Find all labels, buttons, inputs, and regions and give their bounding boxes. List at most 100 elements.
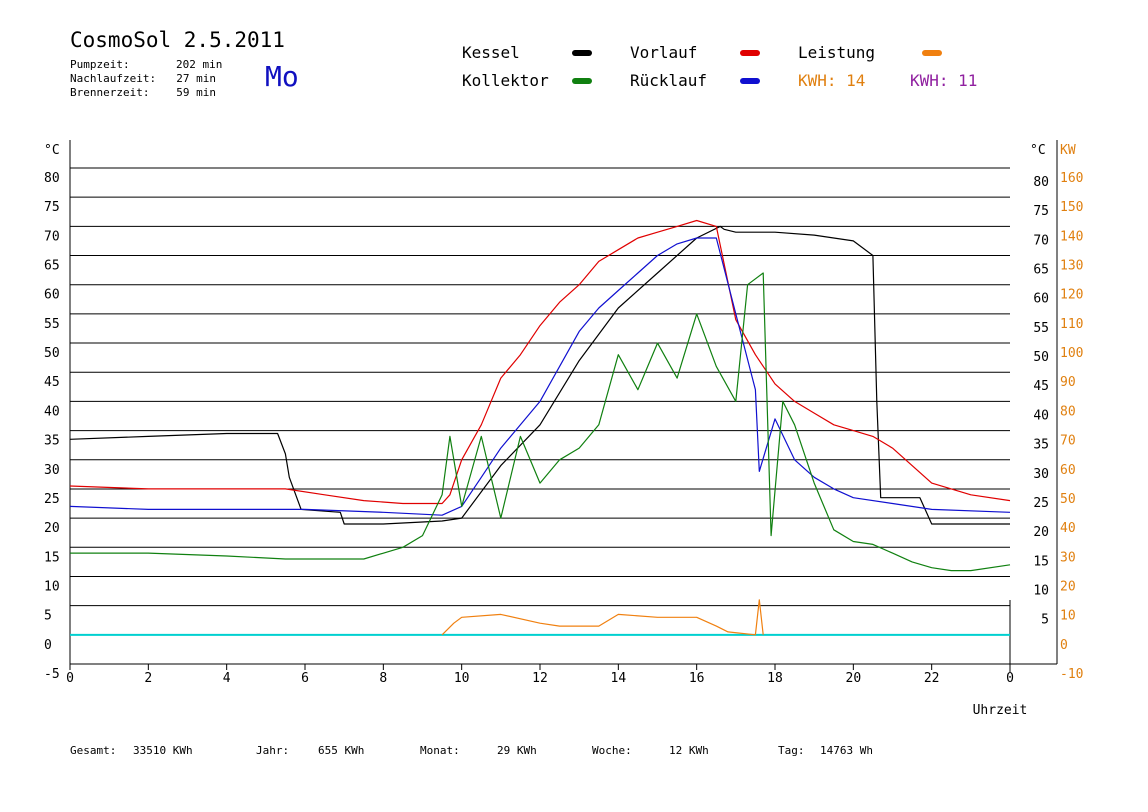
- y-tick-left: 25: [44, 492, 60, 507]
- x-tick-label: 12: [532, 671, 548, 686]
- legend-leistung-swatch: [922, 50, 942, 56]
- y-tick-right-c: 5: [1041, 613, 1049, 628]
- y-unit-right-c: °C: [1030, 143, 1046, 158]
- weekday-label: Mo: [265, 60, 299, 93]
- legend-kwh-purple: KWH: 11: [910, 71, 978, 90]
- y-tick-right-kw: 40: [1060, 521, 1076, 536]
- pumpzeit-value: 202 min: [176, 58, 223, 71]
- y-tick-left: 35: [44, 434, 60, 449]
- y-tick-right-c: 60: [1033, 292, 1049, 307]
- legend-ruecklauf-label: Rücklauf: [630, 71, 708, 90]
- legend-kollektor-label: Kollektor: [462, 71, 549, 90]
- y-tick-right-kw: 150: [1060, 200, 1083, 215]
- x-tick-label: 8: [379, 671, 387, 686]
- x-tick-label: 18: [767, 671, 783, 686]
- y-tick-right-kw: 110: [1060, 317, 1083, 332]
- y-tick-right-c: 55: [1033, 321, 1049, 336]
- y-tick-right-kw: -10: [1060, 667, 1083, 682]
- y-tick-left: 30: [44, 463, 60, 478]
- y-tick-right-kw: 20: [1060, 579, 1076, 594]
- brennerzeit-label: Brennerzeit:: [70, 86, 150, 99]
- y-tick-right-c: 40: [1033, 408, 1049, 423]
- legend-kwh-orange: KWH: 14: [798, 71, 866, 90]
- y-tick-left: 0: [44, 638, 52, 653]
- series-vorlauf-line: [69, 219, 1011, 505]
- legend-kollektor-swatch: [572, 78, 592, 84]
- y-tick-right-kw: 0: [1060, 638, 1068, 653]
- y-tick-right-kw: 130: [1060, 259, 1083, 274]
- y-tick-right-c: 50: [1033, 350, 1049, 365]
- pumpzeit-label: Pumpzeit:: [70, 58, 130, 71]
- y-tick-left: -5: [44, 667, 60, 682]
- x-tick-label: 16: [689, 671, 705, 686]
- x-tick-label: 6: [301, 671, 309, 686]
- footer-gesamt-value: 33510 KWh: [133, 744, 193, 757]
- y-tick-right-kw: 50: [1060, 492, 1076, 507]
- legend-vorlauf-swatch: [740, 50, 760, 56]
- y-tick-right-kw: 80: [1060, 404, 1076, 419]
- y-tick-right-kw: 160: [1060, 171, 1083, 186]
- footer-monat-label: Monat:: [420, 744, 460, 757]
- footer-gesamt-label: Gesamt:: [70, 744, 117, 757]
- y-tick-right-c: 10: [1033, 583, 1049, 598]
- x-tick-label: 14: [611, 671, 627, 686]
- y-tick-right-kw: 10: [1060, 609, 1076, 624]
- y-tick-left: 15: [44, 550, 60, 565]
- y-tick-right-c: 70: [1033, 233, 1049, 248]
- x-axis-label: Uhrzeit: [973, 703, 1028, 718]
- footer-jahr-label: Jahr:: [256, 744, 290, 757]
- y-tick-right-c: 65: [1033, 263, 1049, 278]
- series-rcklauf-line: [69, 237, 1011, 516]
- y-tick-right-kw: 140: [1060, 229, 1083, 244]
- y-tick-right-c: 75: [1033, 204, 1049, 219]
- footer-woche-value: 12 KWh: [669, 744, 709, 757]
- y-tick-right-c: 35: [1033, 438, 1049, 453]
- series-leistung-line: [441, 599, 764, 636]
- legend-kessel-label: Kessel: [462, 43, 520, 62]
- x-tick-label: 20: [846, 671, 862, 686]
- nachlaufzeit-label: Nachlaufzeit:: [70, 72, 157, 85]
- legend-vorlauf-label: Vorlauf: [630, 43, 698, 62]
- y-tick-left: 50: [44, 346, 60, 361]
- y-tick-right-c: 80: [1033, 175, 1049, 190]
- y-tick-right-kw: 70: [1060, 434, 1076, 449]
- footer-tag-label: Tag:: [778, 744, 805, 757]
- brennerzeit-value: 59 min: [176, 86, 216, 99]
- y-tick-left: 80: [44, 171, 60, 186]
- footer-monat-value: 29 KWh: [497, 744, 537, 757]
- y-tick-left: 5: [44, 609, 52, 624]
- y-tick-left: 75: [44, 200, 60, 215]
- footer-jahr-value: 655 KWh: [318, 744, 365, 757]
- series-kessel-line: [69, 225, 1010, 525]
- y-tick-right-c: 20: [1033, 525, 1049, 540]
- y-unit-right-kw: KW: [1060, 143, 1076, 158]
- y-tick-left: 20: [44, 521, 60, 536]
- y-tick-right-c: 45: [1033, 379, 1049, 394]
- x-tick-label: 2: [144, 671, 152, 686]
- chart-title: CosmoSol 2.5.2011: [70, 28, 285, 52]
- legend-kessel-swatch: [572, 50, 592, 56]
- series-kollektor-line: [70, 272, 1011, 572]
- y-tick-right-kw: 30: [1060, 550, 1076, 565]
- y-tick-left: 70: [44, 229, 60, 244]
- nachlaufzeit-value: 27 min: [176, 72, 216, 85]
- y-tick-left: 10: [44, 579, 60, 594]
- y-unit-left: °C: [44, 143, 60, 158]
- y-tick-left: 40: [44, 404, 60, 419]
- x-tick-label: 22: [924, 671, 940, 686]
- x-tick-label: 10: [454, 671, 470, 686]
- y-tick-right-kw: 60: [1060, 463, 1076, 478]
- y-tick-right-c: 15: [1033, 554, 1049, 569]
- y-tick-right-kw: 90: [1060, 375, 1076, 390]
- y-tick-left: 55: [44, 317, 60, 332]
- legend-ruecklauf-swatch: [740, 78, 760, 84]
- y-tick-right-kw: 120: [1060, 288, 1083, 303]
- y-tick-left: 45: [44, 375, 60, 390]
- y-tick-right-c: 30: [1033, 467, 1049, 482]
- x-tick-label: 4: [223, 671, 231, 686]
- y-tick-right-kw: 100: [1060, 346, 1083, 361]
- y-tick-left: 60: [44, 288, 60, 303]
- legend-leistung-label: Leistung: [798, 43, 876, 62]
- y-tick-right-c: 25: [1033, 496, 1049, 511]
